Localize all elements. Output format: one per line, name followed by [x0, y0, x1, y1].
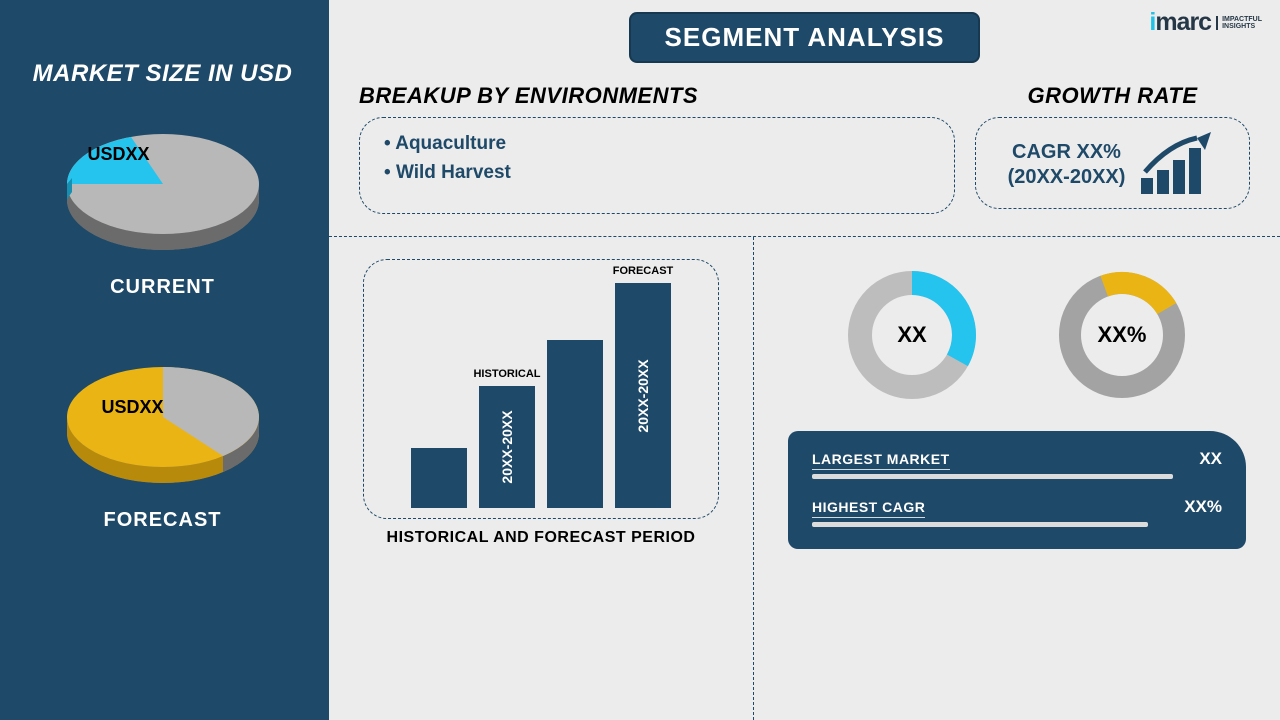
donut-2: XX%	[1052, 265, 1192, 405]
bar-4-side: 20XX-20XX	[635, 359, 651, 432]
pie-forecast-value: USDXX	[102, 397, 164, 418]
bars-row: HISTORICAL 20XX-20XX FORECAST 20XX-20XX	[411, 278, 671, 508]
breakup-item: • Aquaculture	[384, 130, 930, 159]
logo: imarc IMPACTFULINSIGHTS	[1149, 8, 1262, 37]
top-section: BREAKUP BY ENVIRONMENTS • Aquaculture • …	[329, 63, 1280, 237]
info-label: HIGHEST CAGR	[812, 499, 925, 518]
historical-frame: HISTORICAL 20XX-20XX FORECAST 20XX-20XX	[363, 259, 719, 519]
info-bar	[812, 522, 1148, 527]
donuts-row: XX XX%	[788, 265, 1246, 405]
breakup-frame: • Aquaculture • Wild Harvest	[359, 117, 955, 214]
page: MARKET SIZE IN USD USDXX CURRENT	[0, 0, 1280, 720]
pie-current-chart: USDXX	[48, 122, 278, 262]
market-size-title: MARKET SIZE IN USD	[33, 60, 293, 88]
growth-icon	[1139, 132, 1217, 198]
breakup-title: BREAKUP BY ENVIRONMENTS	[359, 83, 955, 109]
bottom-section: HISTORICAL 20XX-20XX FORECAST 20XX-20XX …	[329, 237, 1280, 720]
historical-caption: HISTORICAL AND FORECAST PERIOD	[387, 529, 696, 547]
bar-2: HISTORICAL 20XX-20XX	[479, 386, 535, 508]
historical-box: HISTORICAL 20XX-20XX FORECAST 20XX-20XX …	[329, 237, 754, 720]
pie-forecast: USDXX FORECAST	[48, 355, 278, 532]
logo-text: imarc	[1149, 8, 1211, 37]
pie-current-caption: CURRENT	[110, 276, 215, 299]
growth-frame: CAGR XX%(20XX-20XX)	[975, 117, 1250, 209]
market-size-panel: MARKET SIZE IN USD USDXX CURRENT	[0, 0, 325, 720]
bar-4-top: FORECAST	[613, 265, 674, 277]
bar-2-top: HISTORICAL	[473, 368, 540, 380]
pie-current-value: USDXX	[88, 144, 150, 165]
donut-2-label: XX%	[1098, 322, 1147, 348]
info-row-largest: LARGEST MARKET XX	[812, 449, 1222, 479]
pie-forecast-chart: USDXX	[48, 355, 278, 495]
growth-box: GROWTH RATE CAGR XX%(20XX-20XX)	[975, 83, 1250, 214]
info-label: LARGEST MARKET	[812, 451, 950, 470]
info-value: XX%	[1184, 497, 1222, 517]
bar-4: FORECAST 20XX-20XX	[615, 283, 671, 508]
info-bar	[812, 474, 1173, 479]
breakup-box: BREAKUP BY ENVIRONMENTS • Aquaculture • …	[359, 83, 955, 214]
info-card: LARGEST MARKET XX HIGHEST CAGR XX%	[788, 431, 1246, 549]
bar-1	[411, 448, 467, 508]
cagr-text: CAGR XX%(20XX-20XX)	[1008, 140, 1126, 190]
pie-current: USDXX CURRENT	[48, 122, 278, 299]
bar-2-side: 20XX-20XX	[499, 410, 515, 483]
pie-forecast-caption: FORECAST	[104, 509, 222, 532]
banner-title: SEGMENT ANALYSIS	[629, 12, 981, 63]
growth-title: GROWTH RATE	[1027, 83, 1197, 109]
logo-tagline: IMPACTFULINSIGHTS	[1216, 16, 1262, 30]
content-panel: imarc IMPACTFULINSIGHTS SEGMENT ANALYSIS…	[325, 0, 1280, 720]
breakup-item: • Wild Harvest	[384, 159, 930, 188]
donut-1-label: XX	[897, 322, 926, 348]
info-row-cagr: HIGHEST CAGR XX%	[812, 497, 1222, 527]
info-value: XX	[1199, 449, 1222, 469]
metrics-box: XX XX% LARGEST MARKET XX	[754, 237, 1280, 720]
bar-3	[547, 340, 603, 508]
donut-1: XX	[842, 265, 982, 405]
